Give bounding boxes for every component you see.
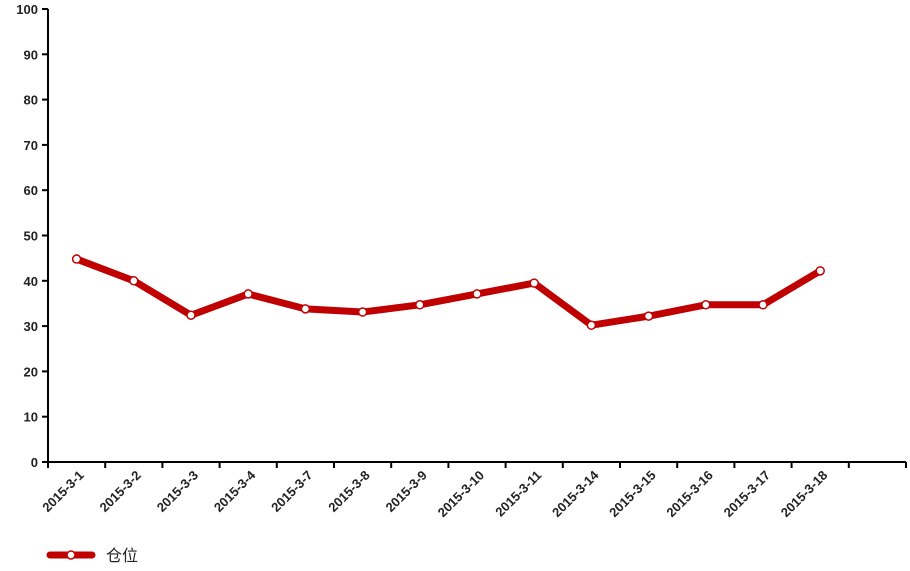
legend-label: 仓位 [106, 547, 138, 565]
x-tick-label: 2015-3-9 [383, 468, 430, 515]
y-tick-label: 0 [31, 455, 38, 470]
y-tick-label: 40 [24, 274, 38, 289]
y-tick-label: 50 [24, 229, 38, 244]
y-tick-label: 10 [24, 410, 38, 425]
x-tick-label: 2015-3-10 [435, 468, 488, 521]
point [758, 300, 768, 310]
point [243, 289, 253, 299]
y-tick-label: 70 [24, 138, 38, 153]
x-tick-label: 2015-3-8 [325, 468, 372, 515]
series-line [73, 255, 824, 329]
y-tick-label: 30 [24, 319, 38, 334]
y-tick-label: 90 [24, 47, 38, 62]
y-tick-label: 20 [24, 364, 38, 379]
point [643, 311, 654, 321]
x-tick-label: 2015-3-1 [39, 468, 86, 515]
y-tick-label: 100 [16, 2, 38, 17]
x-tick-label: 2015-3-3 [154, 468, 201, 515]
x-tick-label: 2015-3-17 [721, 468, 774, 521]
y-tick-label: 60 [24, 183, 38, 198]
y-tick-label: 80 [24, 93, 38, 108]
x-tick-label: 2015-3-4 [211, 467, 259, 515]
point [586, 320, 597, 330]
x-tick-label: 2015-3-16 [663, 468, 716, 521]
x-tick-label: 2015-3-11 [492, 468, 544, 520]
x-tick-label: 2015-3-14 [549, 467, 602, 520]
point [186, 310, 196, 320]
point [415, 300, 425, 310]
point [300, 304, 311, 314]
x-tick-label: 2015-3-15 [606, 468, 659, 521]
legend-marker [66, 550, 76, 560]
point [815, 266, 825, 276]
point [71, 254, 82, 264]
x-tick-label: 2015-3-2 [97, 468, 144, 515]
point [701, 300, 711, 310]
x-tick-label: 2015-3-18 [778, 468, 831, 521]
point [529, 278, 539, 288]
point [357, 307, 368, 317]
x-tick-label: 2015-3-7 [268, 468, 315, 515]
point [129, 276, 139, 286]
point [472, 289, 482, 299]
